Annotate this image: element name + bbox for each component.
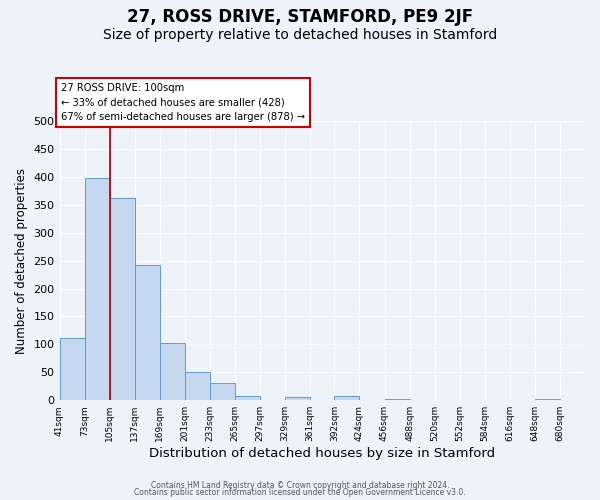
Bar [385, 398, 410, 400]
Bar [185, 372, 210, 400]
Bar [235, 396, 260, 400]
Bar [535, 398, 560, 400]
Text: Size of property relative to detached houses in Stamford: Size of property relative to detached ho… [103, 28, 497, 42]
Y-axis label: Number of detached properties: Number of detached properties [15, 168, 28, 354]
Bar [210, 384, 235, 400]
Bar [135, 265, 160, 400]
Bar [334, 396, 359, 400]
Bar [160, 342, 185, 400]
Bar [85, 178, 110, 400]
Text: 27 ROSS DRIVE: 100sqm
← 33% of detached houses are smaller (428)
67% of semi-det: 27 ROSS DRIVE: 100sqm ← 33% of detached … [61, 82, 305, 122]
Text: 27, ROSS DRIVE, STAMFORD, PE9 2JF: 27, ROSS DRIVE, STAMFORD, PE9 2JF [127, 8, 473, 26]
Text: Contains public sector information licensed under the Open Government Licence v3: Contains public sector information licen… [134, 488, 466, 497]
X-axis label: Distribution of detached houses by size in Stamford: Distribution of detached houses by size … [149, 447, 496, 460]
Bar [110, 198, 135, 400]
Bar [59, 338, 85, 400]
Bar [285, 398, 310, 400]
Text: Contains HM Land Registry data © Crown copyright and database right 2024.: Contains HM Land Registry data © Crown c… [151, 480, 449, 490]
